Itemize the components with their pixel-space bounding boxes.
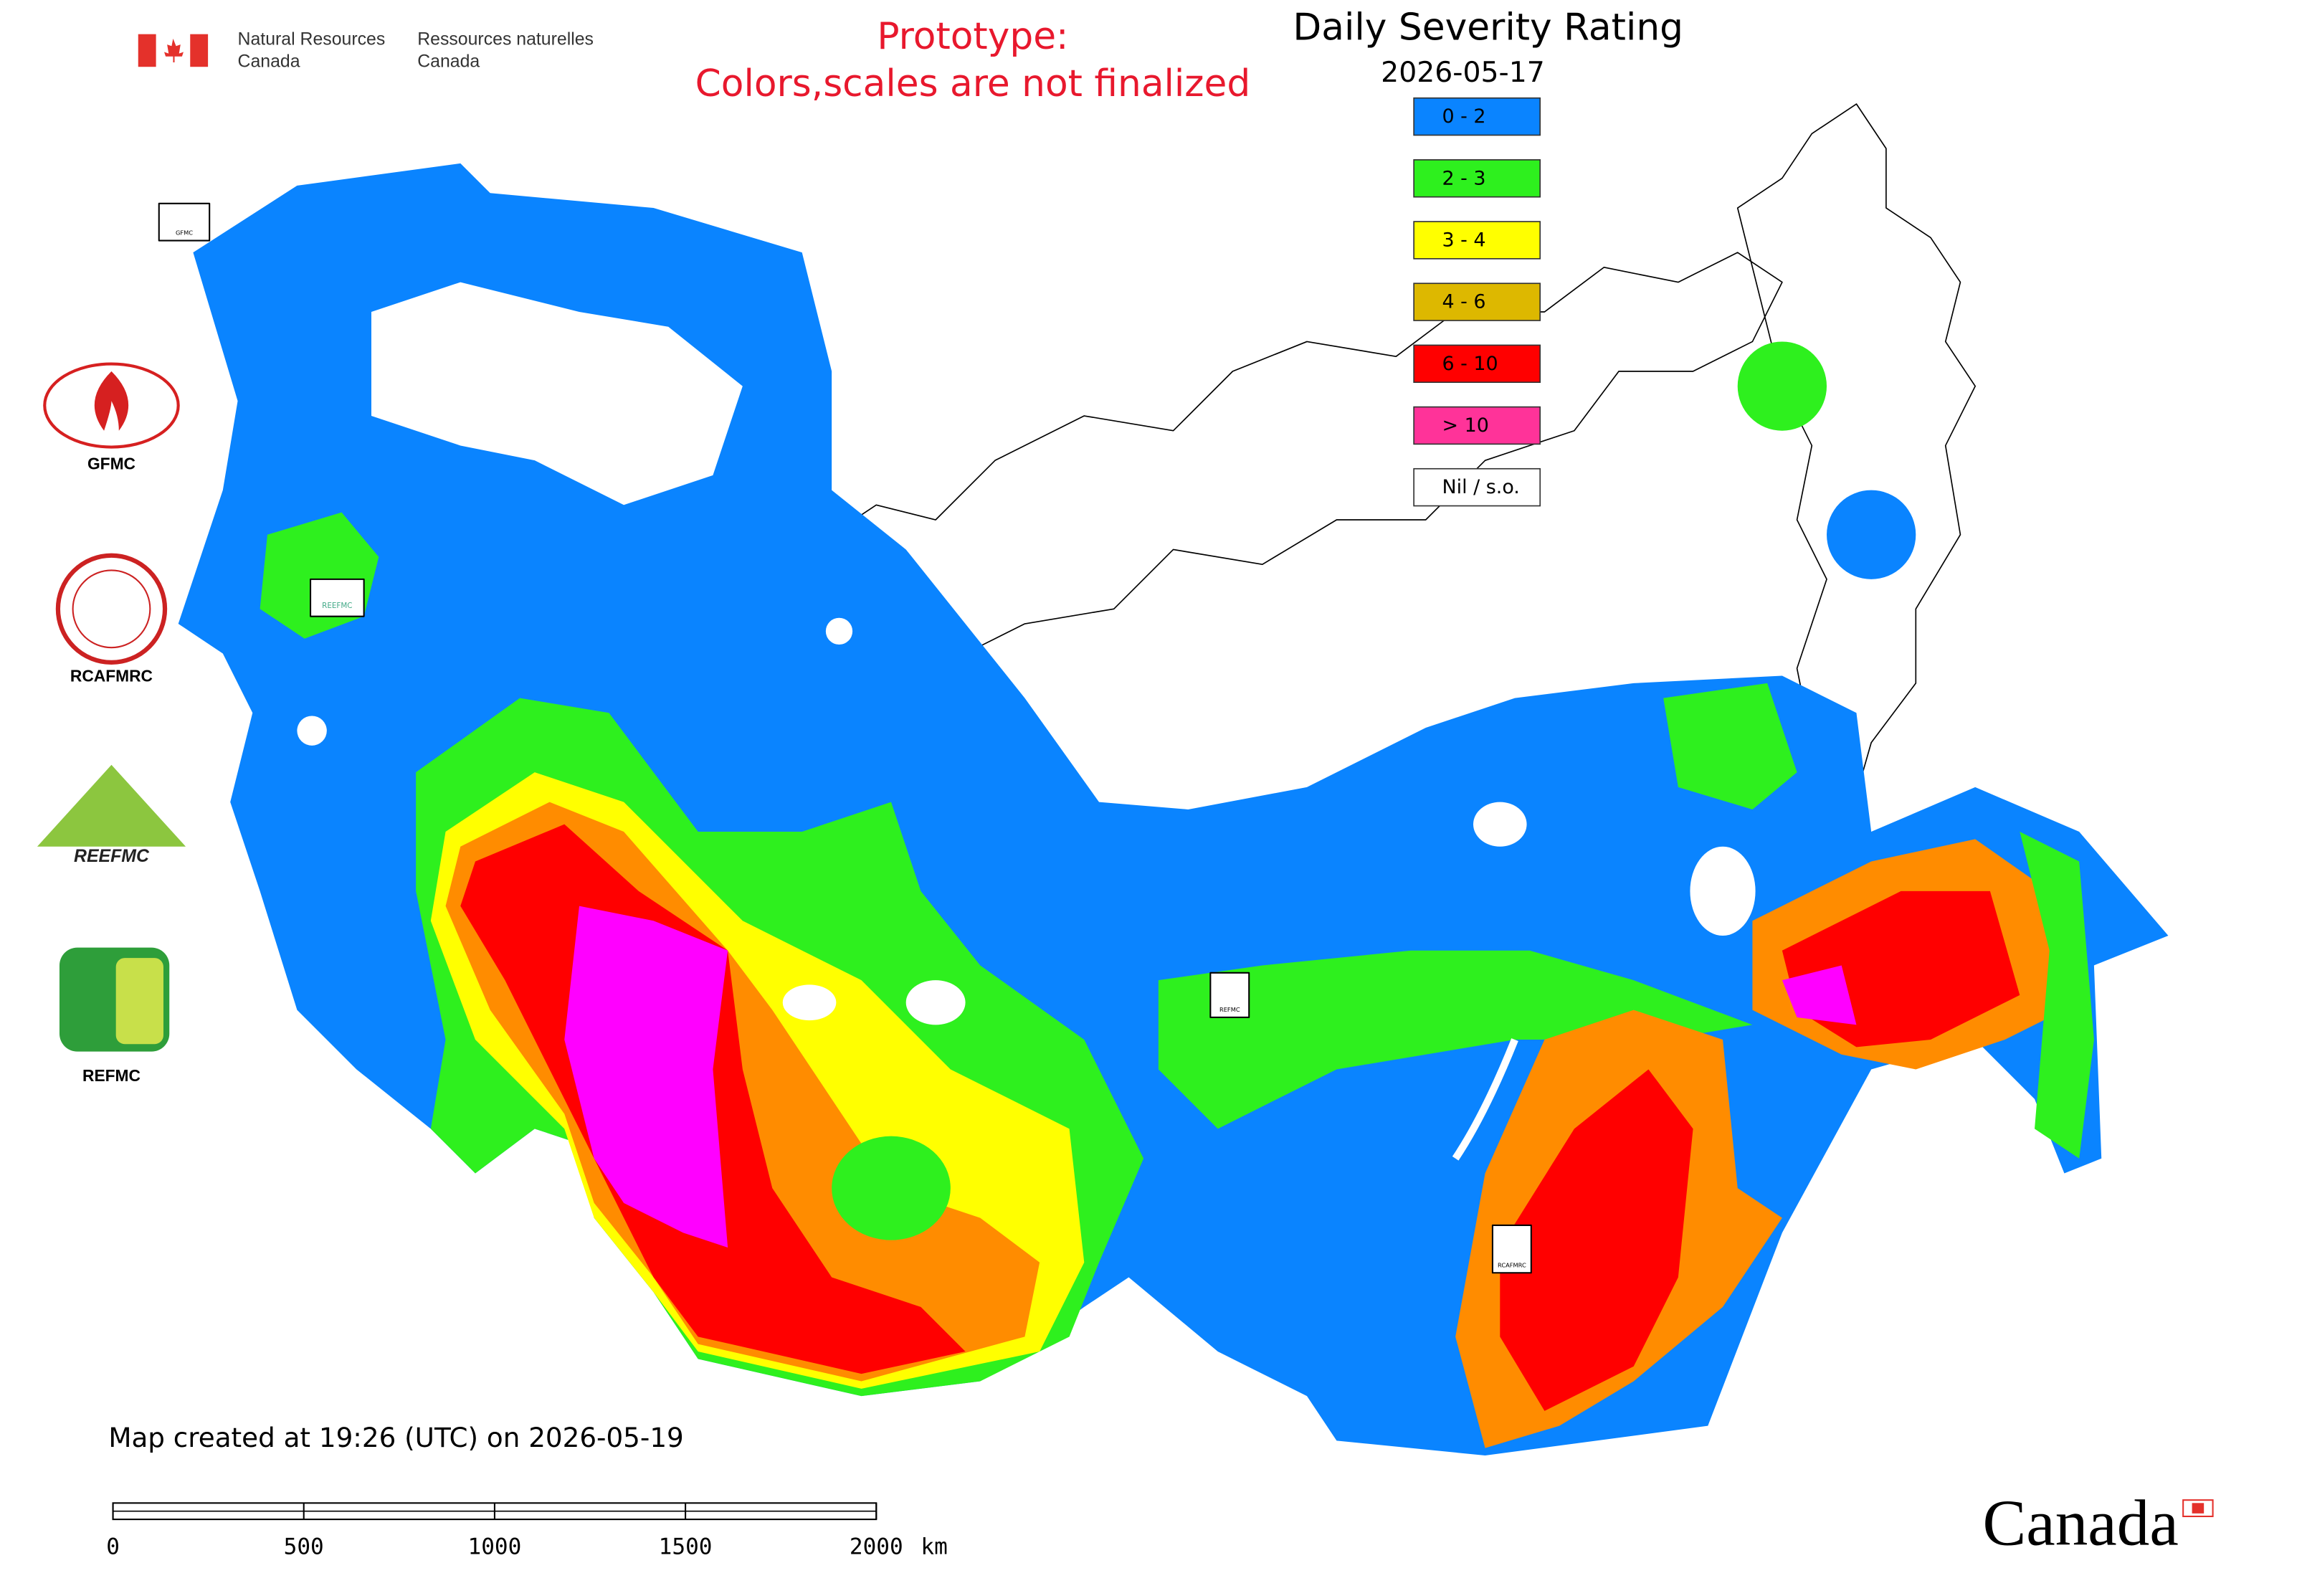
logo: [55, 553, 168, 665]
logo: [115, 958, 163, 1045]
legend-label: 0 - 2: [1442, 105, 1486, 128]
legend-swatch: [1413, 221, 1541, 260]
region-fill: [1158, 950, 1753, 1129]
legend-swatch: [1413, 467, 1541, 507]
agency-text: Ressources naturelles: [417, 29, 594, 49]
lake: [1473, 802, 1527, 847]
station-label: GFMC: [176, 229, 193, 237]
station-label: REEFMC: [322, 602, 352, 610]
land-outline: [1736, 103, 1976, 892]
region-fill: [564, 906, 728, 1248]
lake: [371, 282, 743, 505]
nrcan-signature: Natural Resources Canada Ressources natu…: [138, 29, 594, 72]
logo-label: REEFMC: [74, 847, 150, 866]
notice: Prototype:: [877, 15, 1068, 58]
coast-outline: [831, 252, 1783, 655]
region-fill: [1827, 490, 1916, 579]
legend-swatch: [1413, 282, 1541, 321]
footer: Map created at 19:26 (UTC) on 2026-05-19: [108, 1422, 683, 1453]
legend-swatch: [1413, 159, 1541, 198]
logo-label: REFMC: [82, 1066, 141, 1085]
scale-label: 500: [284, 1534, 324, 1559]
station-label: REFMC: [1219, 1006, 1240, 1013]
station-marker: [1209, 972, 1250, 1018]
scale-label: 1000: [468, 1534, 522, 1559]
flag-bar: [138, 34, 156, 67]
flag-bar: [190, 34, 209, 67]
legend-swatch: [1413, 344, 1541, 384]
legend-label: > 10: [1442, 414, 1489, 437]
agency-text: Natural Resources: [238, 29, 386, 49]
logo-label: GFMC: [87, 454, 135, 472]
scale-label: 1500: [659, 1534, 713, 1559]
legend-title: Daily Severity Rating: [1293, 6, 1683, 49]
region-fill: [832, 1136, 951, 1240]
partner-logos: GFMC RCAFMRC REEFMC REFMC: [37, 362, 186, 1085]
region-fill: [1782, 965, 1857, 1025]
scale-label: 0: [106, 1534, 120, 1559]
lake: [782, 984, 837, 1021]
station-label: RCAFMRC: [1498, 1261, 1526, 1268]
legend: Daily Severity Rating 2026-05-17 0 - 2 2 …: [1293, 6, 1683, 507]
logo: [72, 569, 151, 649]
agency-text: Canada: [238, 52, 300, 72]
legend-label: Nil / s.o.: [1442, 476, 1520, 498]
wordmark: Canada: [1983, 1487, 2179, 1559]
logo: [94, 371, 129, 431]
maple-leaf: [164, 38, 184, 63]
canada-wordmark: Canada: [1983, 1487, 2214, 1559]
lake: [1452, 1038, 1518, 1161]
legend-swatch: [1413, 406, 1541, 445]
region-fill: [1500, 1069, 1693, 1411]
region-fill: [2020, 832, 2094, 1159]
legend-label: 2 - 3: [1442, 167, 1486, 189]
legend-label: 6 - 10: [1442, 353, 1498, 375]
region-fill: [1663, 683, 1797, 809]
logo: [37, 764, 186, 847]
legend-label: 3 - 4: [1442, 229, 1486, 251]
legend-date: 2026-05-17: [1381, 56, 1545, 89]
station-marker: [158, 202, 211, 242]
lake: [825, 617, 853, 645]
wordmark-flag: [2192, 1503, 2205, 1514]
lake: [297, 716, 327, 746]
logo: [43, 362, 180, 449]
station-marker: [310, 578, 365, 617]
agency-text: Canada: [417, 52, 480, 72]
station-marker: [1491, 1224, 1532, 1274]
region-fill: [1737, 341, 1827, 431]
lake: [905, 980, 966, 1025]
logo-label: RCAFMRC: [70, 667, 153, 685]
scale-unit: km: [921, 1534, 947, 1559]
legend-swatch: [1413, 97, 1541, 136]
lake: [1690, 846, 1756, 936]
legend-label: 4 - 6: [1442, 291, 1486, 313]
map: GFMC REEFMC REFMC RCAFMRC: [158, 103, 2169, 1456]
scale-bar: 0 500 1000 1500 2000 km: [106, 1502, 948, 1559]
scale-label: 2000: [850, 1534, 903, 1559]
notice: Colors,scales are not finalized: [695, 62, 1251, 105]
